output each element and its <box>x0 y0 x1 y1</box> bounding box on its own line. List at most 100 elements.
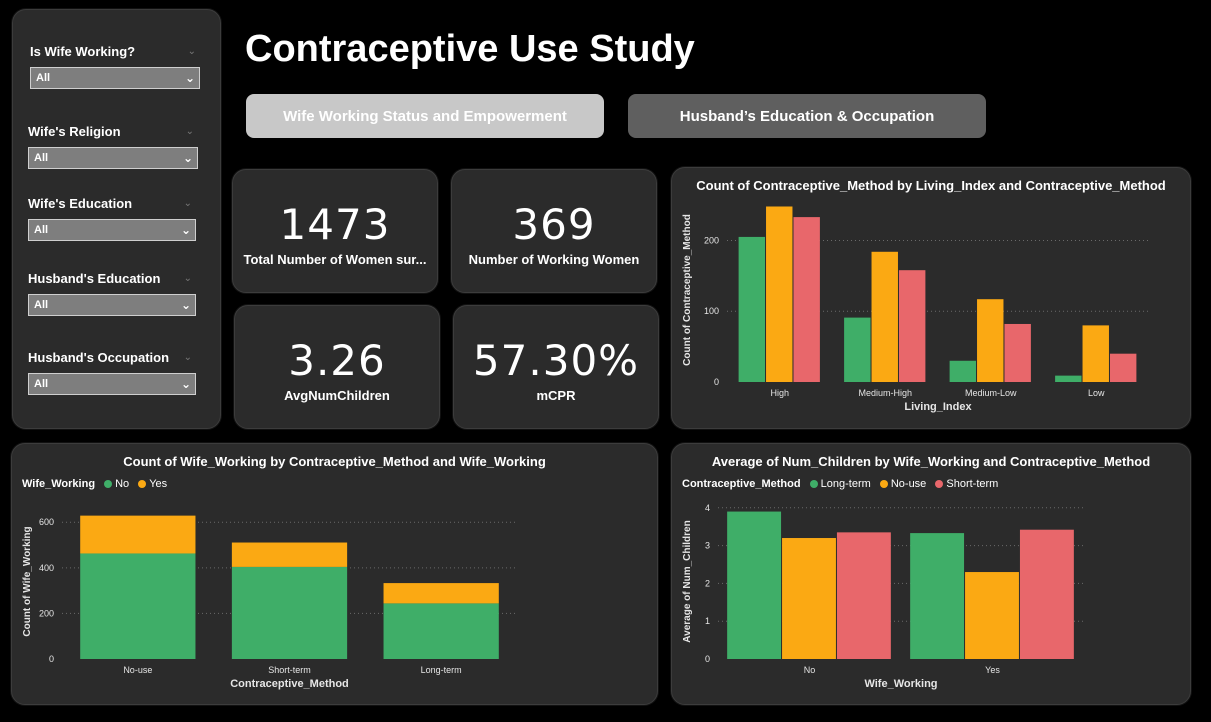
bar-short-term <box>1109 353 1137 382</box>
x-tick-label: No-use <box>123 665 152 675</box>
y-tick-label: 4 <box>705 503 710 513</box>
y-tick-label: 2 <box>705 578 710 588</box>
slicer-label: Husband's Education <box>28 271 161 286</box>
chart-living-index-panel: Count of Contraceptive_Method by Living_… <box>671 167 1191 429</box>
chevron-down-icon: ⌄ <box>180 223 191 237</box>
y-tick-label: 1 <box>705 616 710 626</box>
x-tick-label: Medium-High <box>858 388 912 398</box>
bar-yes <box>80 515 196 554</box>
y-tick-label: 200 <box>704 235 719 245</box>
slicer-wife-religion[interactable]: Wife's Religion ⌄ All ⌄ <box>28 124 198 169</box>
y-tick-label: 0 <box>705 654 710 664</box>
bar-no-use <box>871 251 898 382</box>
bar-long-term <box>910 533 965 659</box>
kpi-card-mcpr: 57.30% mCPR <box>453 305 659 429</box>
chevron-down-icon[interactable]: ⌄ <box>183 273 192 284</box>
x-axis-title: Contraceptive_Method <box>230 678 349 690</box>
slicer-label: Wife's Religion <box>28 124 121 139</box>
chevron-down-icon: ⌄ <box>184 71 195 85</box>
slicer-label: Is Wife Working? <box>30 44 136 59</box>
legend-dot <box>809 480 818 489</box>
nav-button-wife-working[interactable]: Wife Working Status and Empowerment <box>246 94 604 138</box>
legend-dot <box>879 480 888 489</box>
slicer-dropdown[interactable]: All ⌄ <box>28 373 196 395</box>
chart-wife-working-panel: Count of Wife_Working by Contraceptive_M… <box>11 443 658 705</box>
bar-long-term <box>949 360 977 382</box>
slicer-dropdown[interactable]: All ⌄ <box>30 67 200 89</box>
x-axis-title: Wife_Working <box>864 678 937 690</box>
slicer-label: Wife's Education <box>28 196 133 211</box>
bar-long-term <box>844 317 871 382</box>
x-tick-label: No <box>804 665 816 675</box>
bar-short-term <box>836 532 891 659</box>
kpi-value: 369 <box>512 200 596 249</box>
chevron-down-icon: ⌄ <box>180 298 191 312</box>
legend-dot <box>104 480 113 489</box>
slicer-husband-education[interactable]: Husband's Education ⌄ All ⌄ <box>28 271 196 316</box>
slicer-wife-working[interactable]: Is Wife Working? ⌄ All ⌄ <box>30 44 200 89</box>
kpi-value: 57.30% <box>472 336 640 385</box>
chart-title: Count of Wife_Working by Contraceptive_M… <box>123 454 546 469</box>
y-axis-title: Count of Contraceptive_Method <box>682 214 693 366</box>
bar-no <box>80 553 196 659</box>
slicer-label: Husband's Occupation <box>28 350 170 365</box>
chart-living-index: 0 100 200 Count of Contraceptive_Method High… <box>682 206 1149 413</box>
kpi-label: AvgNumChildren <box>284 388 390 403</box>
legend-label: Yes <box>149 478 168 490</box>
chart-avg-children: 0 1 2 3 4 Average of Num_Children No Yes Wife_Wo… <box>682 503 1084 690</box>
y-tick-label: 100 <box>704 306 719 316</box>
kpi-label: mCPR <box>536 388 576 403</box>
legend-dot <box>138 480 147 489</box>
y-axis-title: Average of Num_Children <box>682 520 693 642</box>
bar-short-term <box>898 270 926 382</box>
chart-avg-children-panel: Average of Num_Children by Wife_Working … <box>671 443 1191 705</box>
bar-short-term <box>1004 323 1031 382</box>
legend-label: Long-term <box>820 478 871 490</box>
chevron-down-icon[interactable]: ⌄ <box>185 126 194 137</box>
x-tick-label: Yes <box>985 665 1000 675</box>
bar-short-term <box>1019 529 1074 659</box>
bar-no-use <box>766 206 793 382</box>
y-tick-label: 200 <box>39 608 54 618</box>
chevron-down-icon[interactable]: ⌄ <box>183 198 192 209</box>
slicer-wife-education[interactable]: Wife's Education ⌄ All ⌄ <box>28 196 196 241</box>
y-tick-label: 3 <box>705 541 710 551</box>
kpi-card-total-women: 1473 Total Number of Women sur... <box>232 169 438 293</box>
chart-title: Average of Num_Children by Wife_Working … <box>711 454 1151 469</box>
bar-long-term <box>727 511 782 659</box>
bar-yes <box>383 583 499 604</box>
legend-label: No-use <box>890 478 927 490</box>
chevron-down-icon[interactable]: ⌄ <box>187 46 196 57</box>
chart-wife-working: 0 200 400 600 Count of Wife_Working No-use Sho… <box>22 515 517 690</box>
chart-legend: Contraceptive_Method Long-term No-use Sh… <box>682 478 998 490</box>
legend-label: No <box>115 478 130 490</box>
y-tick-label: 0 <box>714 377 719 387</box>
x-tick-label: Low <box>1088 388 1105 398</box>
slicer-dropdown[interactable]: All ⌄ <box>28 147 198 169</box>
bar-no-use <box>977 299 1004 382</box>
x-tick-label: Long-term <box>421 665 462 675</box>
bar-long-term <box>738 236 766 382</box>
kpi-value: 1473 <box>279 200 391 249</box>
slicer-husband-occupation[interactable]: Husband's Occupation ⌄ All ⌄ <box>28 350 196 395</box>
legend-label: Short-term <box>946 478 999 490</box>
nav-button-husband[interactable]: Husband’s Education & Occupation <box>628 94 986 138</box>
slicer-dropdown[interactable]: All ⌄ <box>28 219 196 241</box>
chevron-down-icon: ⌄ <box>180 377 191 391</box>
chevron-down-icon: ⌄ <box>182 151 193 165</box>
chart-legend: Wife_Working No Yes <box>22 478 167 490</box>
bar-no-use <box>782 538 836 659</box>
slicer-dropdown[interactable]: All ⌄ <box>28 294 196 316</box>
legend-title: Wife_Working <box>22 478 96 490</box>
x-axis-title: Living_Index <box>904 401 972 413</box>
chevron-down-icon[interactable]: ⌄ <box>183 352 192 363</box>
kpi-label: Number of Working Women <box>468 252 640 267</box>
bar-short-term <box>793 217 820 382</box>
kpi-card-working-women: 369 Number of Working Women <box>451 169 657 293</box>
legend-title: Contraceptive_Method <box>682 478 801 490</box>
kpi-card-avg-children: 3.26 AvgNumChildren <box>234 305 440 429</box>
bar-yes <box>231 542 348 567</box>
bar-no-use <box>965 572 1019 659</box>
chart-title: Count of Contraceptive_Method by Living_… <box>696 178 1166 193</box>
bar-no-use <box>1082 325 1109 382</box>
